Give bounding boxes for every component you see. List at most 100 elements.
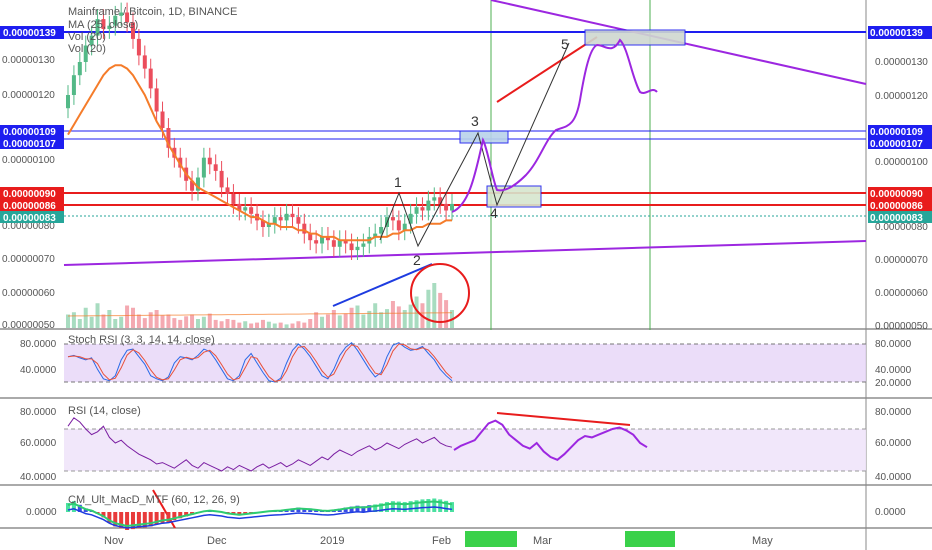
volume-bar (83, 307, 88, 328)
macd-bar (184, 512, 189, 517)
vol-legend-2: Vol (20) (68, 43, 106, 55)
macd-bar (130, 512, 135, 530)
svg-text:0.00000107: 0.00000107 (870, 139, 923, 150)
macd-bar (367, 505, 372, 512)
candle-body (166, 128, 171, 148)
ma-legend: MA (25, close) (68, 19, 138, 31)
candle-body (284, 213, 289, 221)
stoch-lines (67, 342, 453, 383)
svg-text:0.00000080: 0.00000080 (875, 222, 928, 233)
volume-bar (136, 314, 141, 328)
candle-body (101, 19, 106, 29)
svg-text:0.00000109: 0.00000109 (3, 127, 56, 138)
volume-bar (172, 318, 177, 328)
macd-bar (355, 505, 360, 512)
svg-text:0.00000060: 0.00000060 (875, 288, 928, 299)
candle-body (432, 197, 437, 201)
svg-text:80.0000: 80.0000 (875, 339, 912, 350)
volume-bar (184, 316, 189, 328)
candle-body (450, 203, 454, 211)
macd-bar (154, 512, 159, 525)
candle-body (107, 25, 112, 29)
svg-text:Feb: Feb (432, 535, 451, 547)
volume-bar (225, 319, 230, 328)
candle-body (278, 217, 283, 221)
volume-bar (260, 319, 265, 328)
volume-bar (402, 310, 407, 328)
candle-body (71, 75, 76, 95)
volume-bar (444, 300, 449, 328)
macd-bar (414, 500, 419, 512)
candle-body (119, 12, 124, 16)
volume-bar (379, 312, 384, 328)
candle-body (320, 236, 325, 244)
macd-bar (142, 512, 147, 528)
volume-bar (101, 314, 106, 328)
svg-text:Nov: Nov (104, 535, 124, 547)
candle-body (237, 203, 242, 211)
macd-legend: CM_Ult_MacD_MTF (60, 12, 26, 9) (68, 494, 240, 506)
svg-text:Dec: Dec (207, 535, 227, 547)
macd-bar (379, 503, 384, 512)
volume-bar (66, 314, 70, 328)
svg-text:0.00000130: 0.00000130 (2, 55, 55, 66)
candle-body (396, 220, 401, 231)
volume-bar (119, 316, 124, 328)
macd-bar (148, 512, 153, 527)
time-axis: Nov Dec 2019 Feb Mar May (104, 535, 773, 547)
svg-text:80.0000: 80.0000 (875, 407, 912, 418)
candle-body (95, 19, 100, 36)
macd-bar (373, 504, 378, 512)
candle-body (290, 213, 295, 218)
candle-body (77, 62, 82, 76)
time-marker-1 (465, 531, 517, 547)
macd-bar (402, 502, 407, 512)
stoch-band (64, 344, 866, 382)
macd-bar (71, 501, 76, 512)
svg-text:0.00000120: 0.00000120 (875, 91, 928, 102)
volume-bar (166, 314, 171, 328)
candle-body (113, 15, 118, 26)
volume-bar (113, 319, 118, 328)
volume-bar (201, 316, 206, 328)
macd-bar (125, 512, 130, 530)
macd-bar (349, 506, 354, 512)
macd-bar (178, 512, 183, 519)
macd-bar (172, 512, 177, 521)
macd-bar (420, 499, 425, 512)
svg-text:0.00000139: 0.00000139 (870, 28, 923, 39)
svg-text:0.00000080: 0.00000080 (2, 221, 55, 232)
rsi-legend: RSI (14, close) (68, 405, 141, 417)
candle-body (66, 95, 70, 109)
volume-bar (160, 315, 165, 328)
volume-bar (290, 323, 295, 328)
vol-legend-1: Vol (20) (68, 31, 106, 43)
time-marker-2 (625, 531, 675, 547)
wave-label-1: 1 (394, 174, 402, 190)
candle-body (444, 203, 449, 211)
svg-text:0.00000083: 0.00000083 (3, 213, 56, 224)
candle-body (249, 207, 254, 214)
volume-bar (320, 316, 325, 328)
svg-text:0.00000070: 0.00000070 (875, 255, 928, 266)
rsi-line (67, 417, 453, 472)
svg-text:80.0000: 80.0000 (20, 339, 57, 350)
macd-bar (296, 507, 301, 512)
svg-text:Mar: Mar (533, 535, 552, 547)
svg-text:0.00000090: 0.00000090 (3, 189, 56, 200)
blue-volume-trend (332, 263, 433, 307)
macd-bar (426, 499, 431, 512)
svg-text:May: May (752, 535, 773, 547)
volume-bar (148, 312, 153, 328)
svg-text:0.00000083: 0.00000083 (870, 213, 923, 224)
volume-bar (243, 321, 248, 328)
candle-body (148, 68, 153, 89)
macd-bar (166, 512, 171, 522)
svg-text:0.00000050: 0.00000050 (875, 321, 928, 332)
volume-bar (438, 292, 443, 328)
svg-text:0.00000070: 0.00000070 (2, 254, 55, 265)
volume-bar (207, 313, 212, 328)
svg-text:0.00000060: 0.00000060 (2, 288, 55, 299)
volume-bar (255, 322, 260, 328)
